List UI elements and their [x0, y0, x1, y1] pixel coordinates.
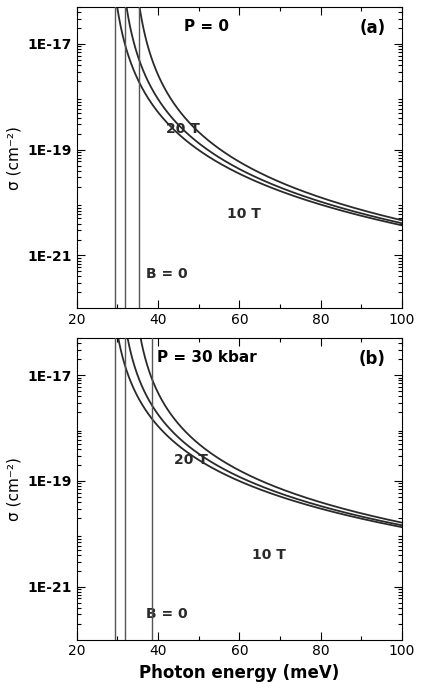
X-axis label: Photon energy (meV): Photon energy (meV) — [139, 664, 339, 682]
Text: P = 30 kbar: P = 30 kbar — [157, 350, 257, 365]
Text: (b): (b) — [359, 350, 386, 369]
Text: B = 0: B = 0 — [146, 608, 187, 621]
Text: (a): (a) — [360, 19, 386, 37]
Text: P = 0: P = 0 — [184, 19, 230, 34]
Text: 10 T: 10 T — [252, 548, 285, 562]
Y-axis label: σ (cm⁻²): σ (cm⁻²) — [7, 457, 22, 521]
Text: 20 T: 20 T — [166, 122, 200, 136]
Text: 20 T: 20 T — [174, 453, 208, 467]
Text: 10 T: 10 T — [227, 207, 261, 221]
Y-axis label: σ (cm⁻²): σ (cm⁻²) — [7, 125, 22, 189]
Text: B = 0: B = 0 — [146, 267, 187, 280]
